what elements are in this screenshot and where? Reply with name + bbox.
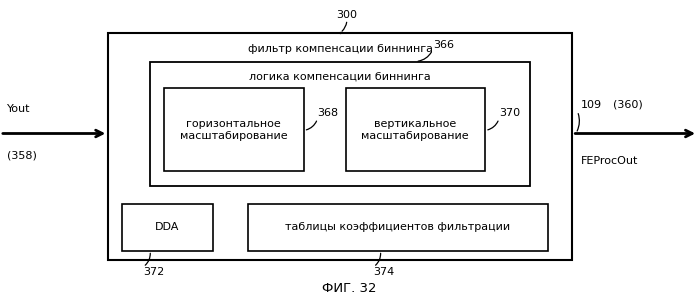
Bar [122, 204, 213, 250]
Text: FEProcOut: FEProcOut [581, 156, 638, 166]
Bar [150, 61, 530, 186]
Text: DDA: DDA [156, 222, 179, 232]
Bar [248, 204, 548, 250]
Bar [108, 33, 572, 260]
Text: 374: 374 [373, 267, 394, 277]
Text: логика компенсации биннинга: логика компенсации биннинга [249, 71, 431, 82]
Bar [346, 88, 485, 171]
Text: горизонтальное
масштабирование: горизонтальное масштабирование [180, 119, 288, 140]
Text: ФИГ. 32: ФИГ. 32 [322, 281, 376, 295]
Text: таблицы коэффициентов фильтрации: таблицы коэффициентов фильтрации [285, 222, 510, 232]
Text: 368: 368 [318, 109, 339, 118]
Text: 372: 372 [143, 267, 164, 277]
Text: Yout: Yout [7, 104, 31, 114]
Text: (360): (360) [613, 100, 643, 110]
Text: 109: 109 [581, 100, 602, 110]
Bar [164, 88, 304, 171]
Text: фильтр компенсации биннинга: фильтр компенсации биннинга [248, 44, 433, 55]
Text: 300: 300 [336, 10, 357, 20]
Text: (358): (358) [7, 150, 37, 160]
Text: 370: 370 [499, 109, 520, 118]
Text: 366: 366 [433, 40, 454, 50]
Text: вертикальное
масштабирование: вертикальное масштабирование [362, 119, 469, 140]
